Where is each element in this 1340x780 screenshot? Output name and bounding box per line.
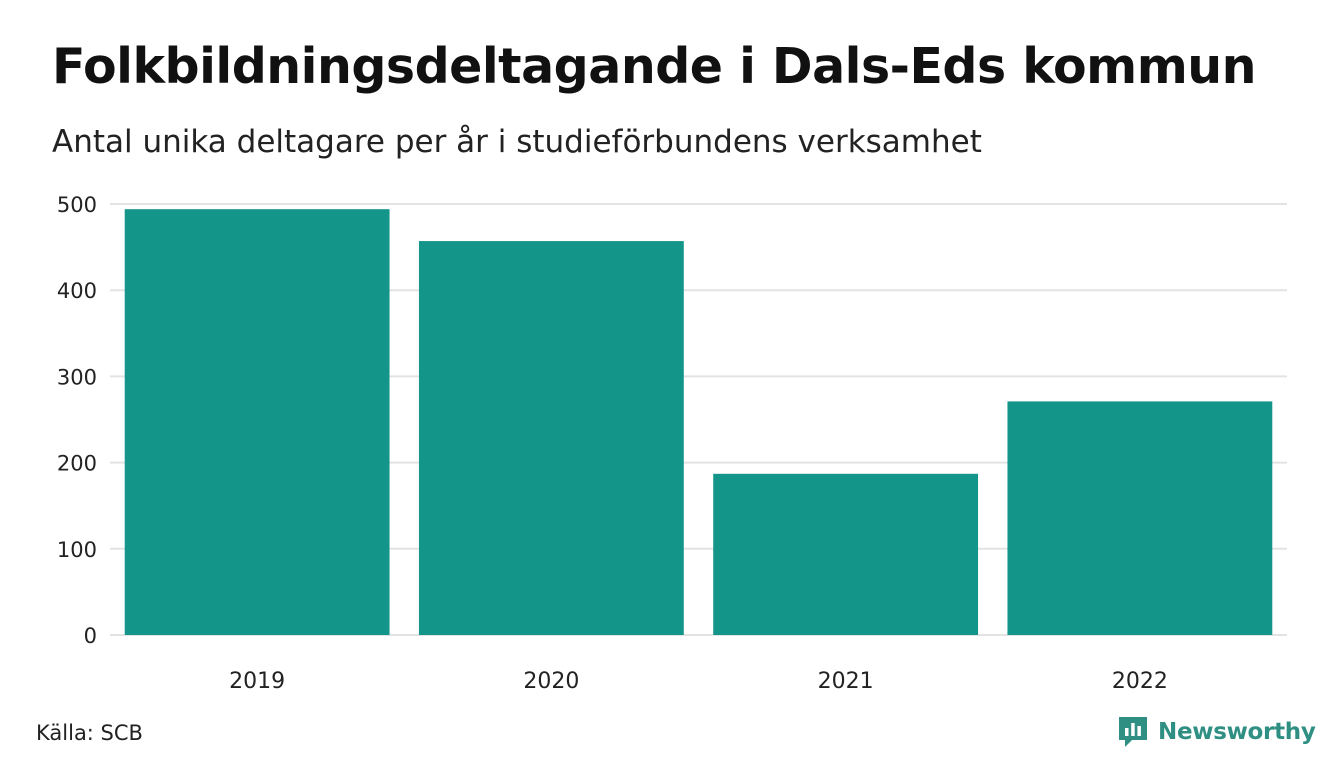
brand-logo: Newsworthy — [1116, 714, 1316, 750]
x-tick-label: 2020 — [523, 669, 579, 694]
x-tick-label: 2021 — [818, 669, 874, 694]
x-axis-ticks: 2019 2020 2021 2022 — [229, 669, 1168, 694]
bar-chart: 0 100 200 300 400 500 2019 2020 2021 2022 — [57, 193, 1287, 694]
bar-2020 — [418, 241, 684, 636]
bars — [124, 209, 1273, 636]
y-tick-label: 0 — [84, 624, 97, 648]
brand-name: Newsworthy — [1158, 719, 1316, 745]
y-tick-label: 100 — [57, 538, 97, 562]
y-tick-label: 400 — [57, 279, 97, 303]
y-tick-label: 200 — [57, 452, 97, 476]
bar-2021 — [713, 473, 979, 635]
y-tick-label: 300 — [57, 365, 97, 389]
bar-2019 — [124, 209, 390, 635]
y-tick-label: 500 — [57, 193, 97, 217]
bar-2022 — [1007, 401, 1273, 635]
chart-subtitle: Antal unika deltagare per år i studieför… — [52, 124, 982, 160]
x-tick-label: 2019 — [229, 669, 285, 694]
source-note: Källa: SCB — [36, 721, 143, 745]
y-axis-ticks: 0 100 200 300 400 500 — [57, 193, 97, 648]
chart-title: Folkbildningsdeltagande i Dals-Eds kommu… — [52, 38, 1257, 95]
newsworthy-logo-icon — [1119, 717, 1147, 747]
x-tick-label: 2022 — [1112, 669, 1168, 694]
